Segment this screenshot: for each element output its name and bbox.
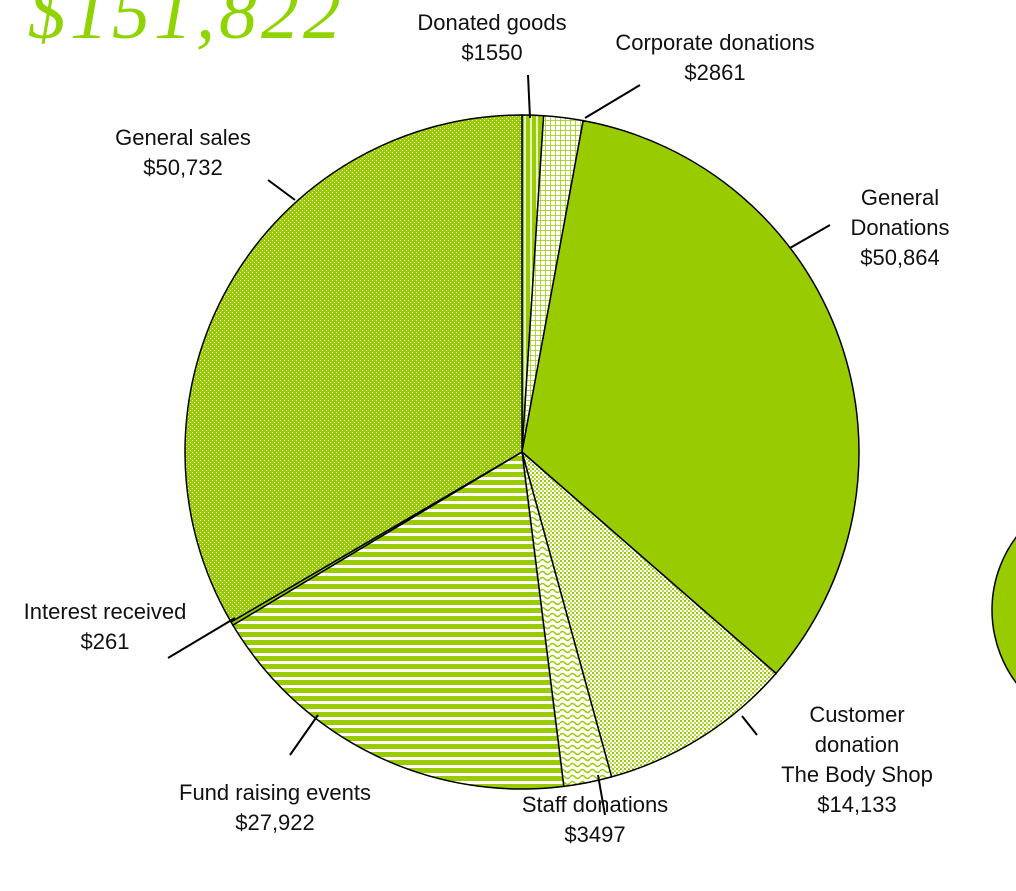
slice-label: General Donations $50,864 <box>842 183 958 273</box>
leader-line <box>741 715 758 736</box>
value-label: $1550 <box>461 40 523 65</box>
slice-label: Staff donations $3497 <box>522 790 668 850</box>
slice-label: General sales $50,732 <box>115 123 251 183</box>
category-label: General Donations <box>850 185 950 240</box>
leader-line <box>527 74 531 119</box>
category-label: Staff donations <box>521 792 669 817</box>
category-label: Donated goods <box>417 10 567 35</box>
value-label: $27,922 <box>235 810 315 835</box>
leader-line <box>167 617 236 659</box>
value-label: $2861 <box>684 60 746 85</box>
value-label: $50,864 <box>860 245 940 270</box>
slice-label: Interest received $261 <box>24 597 187 657</box>
slice-label: Donated goods $1550 <box>417 8 566 68</box>
category-label: General sales <box>115 125 251 150</box>
value-label: $50,732 <box>143 155 223 180</box>
category-label: Interest received <box>23 599 187 624</box>
pie-slice <box>231 450 565 790</box>
slice-label: Corporate donations $2861 <box>615 28 814 88</box>
value-label: $14,133 <box>817 792 897 817</box>
category-label: Customer donation The Body Shop <box>781 702 933 787</box>
category-label: Fund raising events <box>179 780 371 805</box>
leader-line <box>597 774 606 816</box>
value-label: $261 <box>80 629 130 654</box>
leader-line <box>584 84 641 119</box>
pie-slice <box>184 114 523 624</box>
category-label: Corporate donations <box>615 30 815 55</box>
value-label: $3497 <box>564 822 626 847</box>
pie-slice <box>521 119 860 675</box>
slice-label: Customer donation The Body Shop $14,133 <box>778 700 937 820</box>
chart-title: $151,822 <box>28 0 345 55</box>
leader-line <box>289 714 319 756</box>
slice-label: Fund raising events $27,922 <box>179 778 371 838</box>
partial-pie <box>991 536 1016 684</box>
leader-line <box>789 224 831 249</box>
pie-slice <box>520 449 778 778</box>
leader-line <box>267 179 296 201</box>
